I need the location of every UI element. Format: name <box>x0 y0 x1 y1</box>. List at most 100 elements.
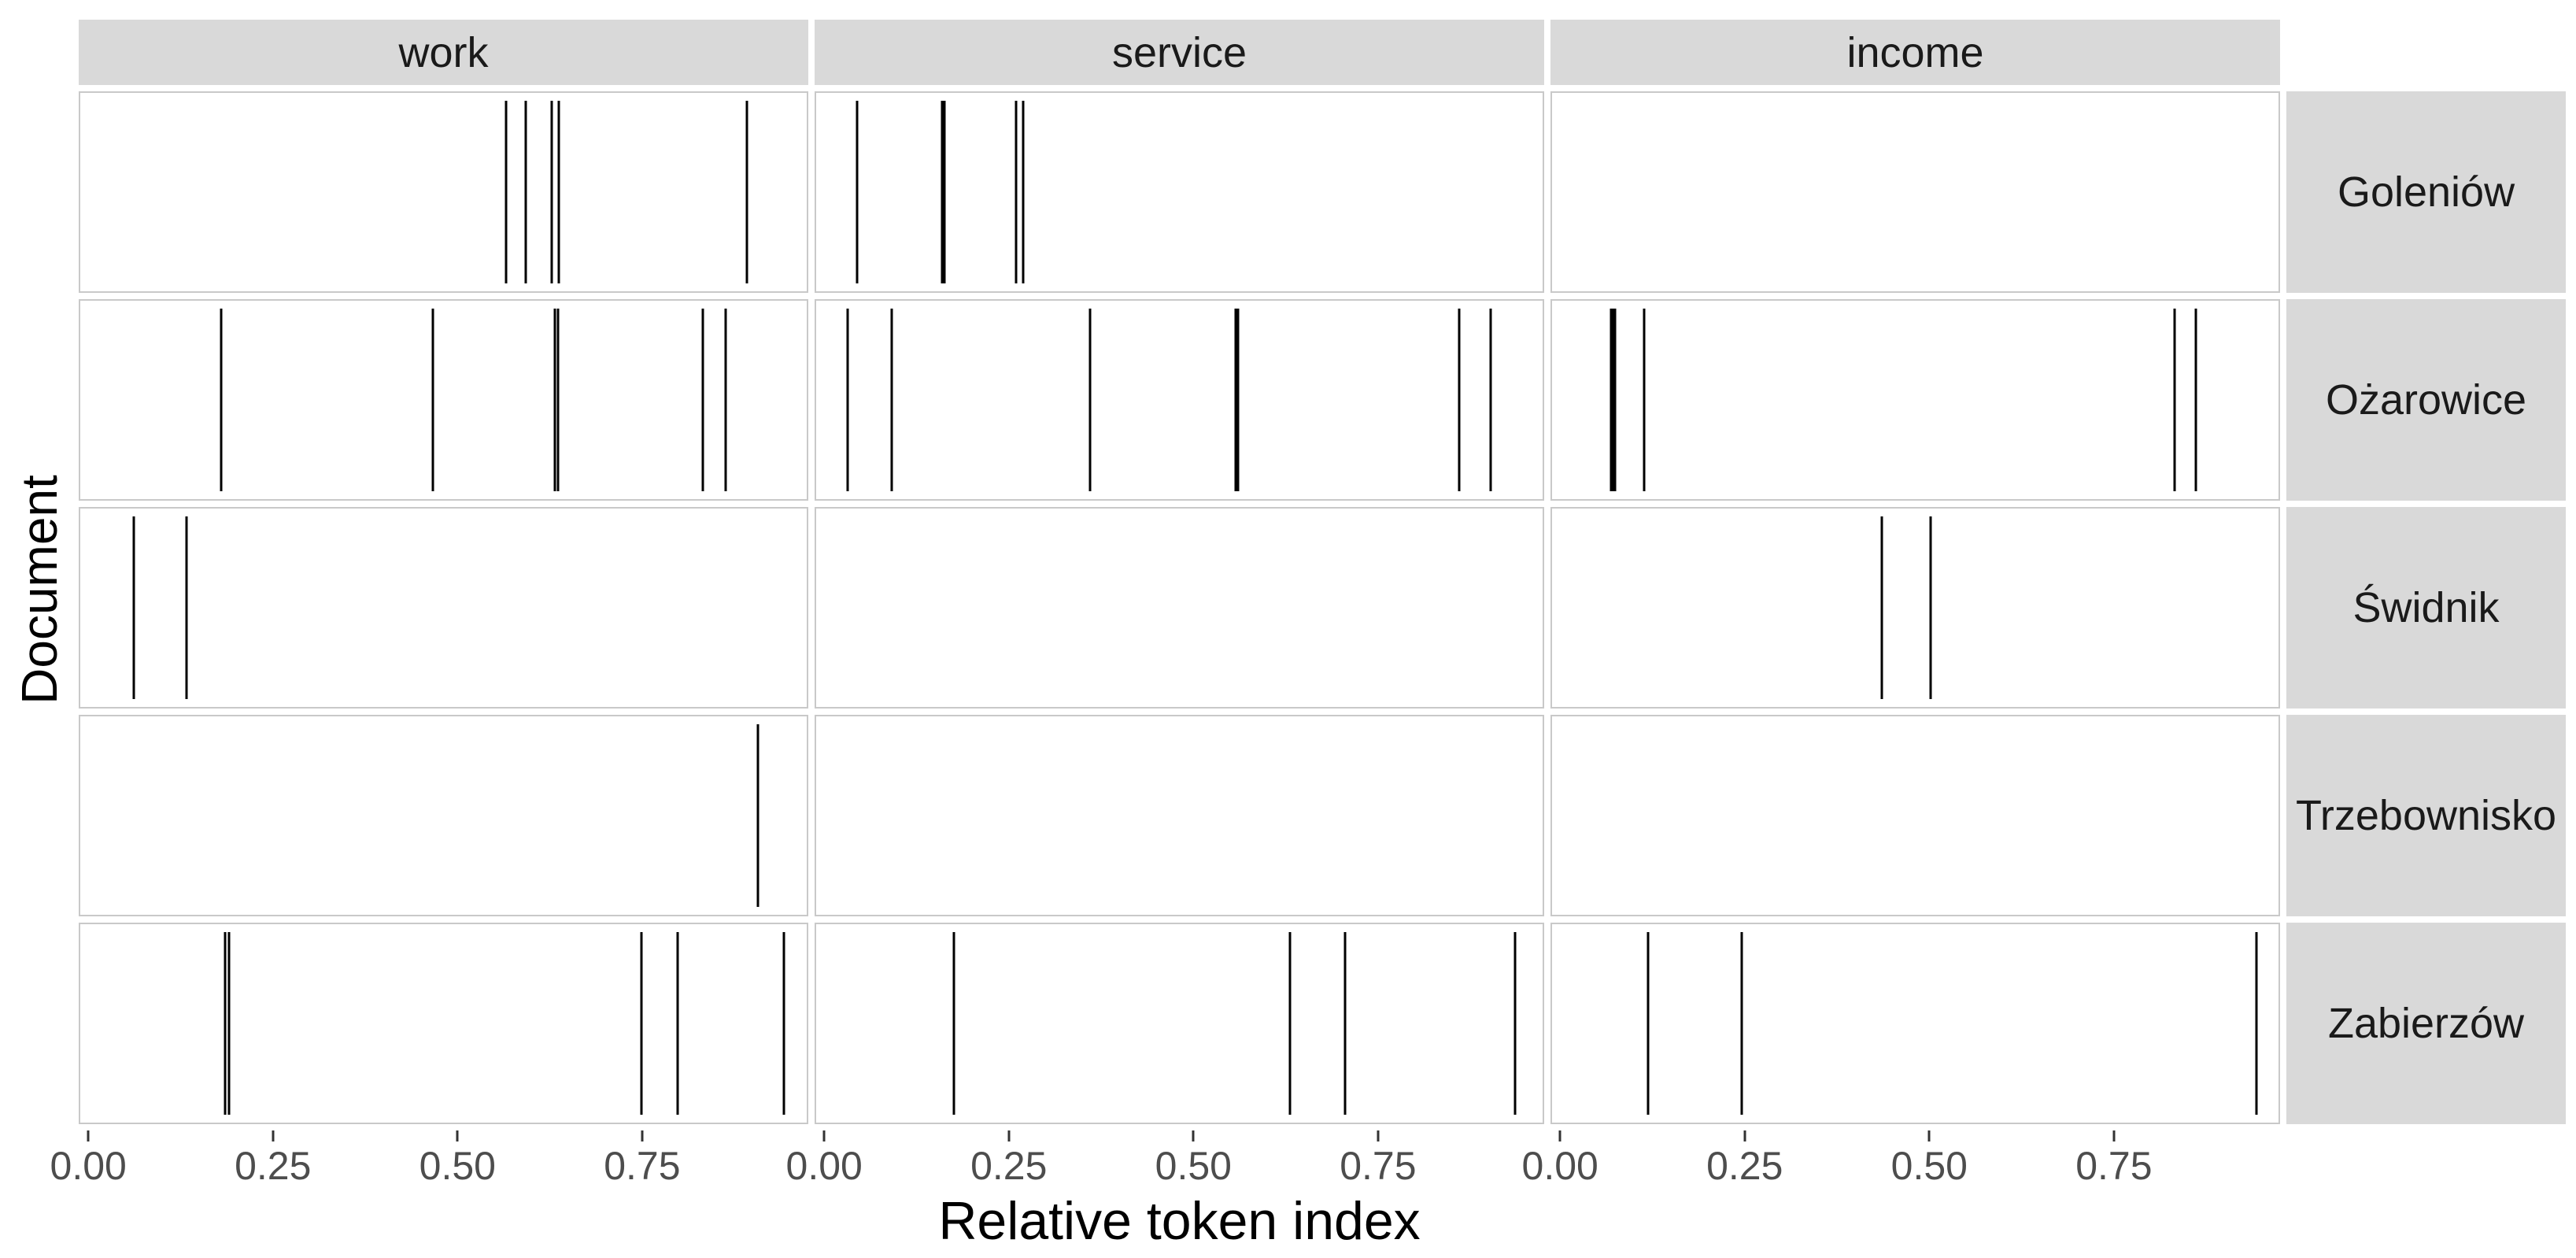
occurrence-line <box>557 101 560 283</box>
facet-panel <box>815 923 1544 1124</box>
occurrence-line <box>431 309 434 491</box>
x-axis: 0.00 0.25 0.50 0.75 <box>786 1130 1544 1188</box>
occurrence-line <box>1513 932 1517 1115</box>
occurrence-line <box>1880 516 1883 699</box>
occurrence-line <box>943 101 946 283</box>
occurrence-line <box>1236 309 1240 491</box>
occurrence-line <box>846 309 849 491</box>
x-axis-tick <box>1377 1130 1380 1141</box>
facet-row-label: Świdnik <box>2286 507 2566 709</box>
occurrence-line <box>952 932 955 1115</box>
occurrence-line <box>856 101 859 283</box>
x-axis-tick <box>1192 1130 1195 1141</box>
facet-panel <box>79 91 808 293</box>
corner-spacer <box>2286 20 2566 85</box>
occurrence-line <box>524 101 527 283</box>
occurrence-line <box>224 932 227 1115</box>
x-axis-tick-label: 0.25 <box>970 1144 1048 1188</box>
axis-spacer <box>2286 1130 2566 1186</box>
x-axis-tick-label: 0.50 <box>419 1144 496 1188</box>
occurrence-line <box>724 309 727 491</box>
occurrence-line <box>1458 309 1460 491</box>
x-axis-tick <box>1558 1130 1561 1141</box>
occurrence-line <box>132 516 135 699</box>
x-axis-tick-label: 0.75 <box>1340 1144 1417 1188</box>
x-axis: 0.00 0.25 0.50 0.75 <box>1522 1130 2280 1188</box>
occurrence-line <box>227 932 231 1115</box>
occurrence-line <box>185 516 188 699</box>
occurrence-line <box>1613 309 1617 491</box>
occurrence-line <box>1022 101 1025 283</box>
facet-panel <box>1550 91 2280 293</box>
x-axis-tick-label: 0.75 <box>2075 1144 2153 1188</box>
occurrence-line <box>701 309 704 491</box>
facet-panel <box>815 91 1544 293</box>
x-axis-tick <box>641 1130 644 1141</box>
occurrence-line <box>1343 932 1347 1115</box>
occurrence-line <box>1646 932 1650 1115</box>
facet-panel <box>79 715 808 916</box>
x-axis-tick-label: 0.25 <box>235 1144 312 1188</box>
x-axis-tick-label: 0.50 <box>1890 1144 1968 1188</box>
facet-panel <box>79 299 808 501</box>
facet-panel <box>815 715 1544 916</box>
occurrence-line <box>640 932 643 1115</box>
y-axis-title: Document <box>11 474 68 705</box>
facet-panel <box>815 299 1544 501</box>
x-axis-tick-label: 0.00 <box>785 1144 863 1188</box>
x-axis-tick <box>1743 1130 1746 1141</box>
facet-row-label: Zabierzów <box>2286 923 2566 1124</box>
x-axis-tick <box>822 1130 826 1141</box>
occurrence-line <box>1288 932 1292 1115</box>
occurrence-line <box>1929 516 1932 699</box>
x-axis-tick <box>1007 1130 1011 1141</box>
occurrence-line <box>1643 309 1646 491</box>
facet-panel <box>1550 507 2280 709</box>
occurrence-line <box>890 309 893 491</box>
occurrence-line <box>553 309 556 491</box>
occurrence-line <box>1234 309 1236 491</box>
facet-panel <box>1550 715 2280 916</box>
occurrence-line <box>2173 309 2176 491</box>
x-axis-tick <box>2112 1130 2116 1141</box>
occurrence-line <box>941 101 944 283</box>
facet-column-header-income: income <box>1550 20 2280 85</box>
occurrence-line <box>220 309 223 491</box>
facet-column-header-work: work <box>79 20 808 85</box>
y-axis-title-area: Document <box>0 20 79 1258</box>
facet-panel <box>79 923 808 1124</box>
x-axis-title: Relative token index <box>938 1191 1421 1251</box>
occurrence-line <box>1088 309 1092 491</box>
x-axis-tick <box>456 1130 459 1141</box>
x-axis-tick <box>1927 1130 1931 1141</box>
occurrence-line <box>2255 932 2258 1115</box>
facet-column-header-service: service <box>815 20 1544 85</box>
x-axis-title-row: Relative token index <box>79 1190 2566 1252</box>
occurrence-line <box>2194 309 2197 491</box>
facet-grid: work service income Goleniów Ożarowice Świdni… <box>50 20 2566 1188</box>
x-axis-tick-label: 0.75 <box>604 1144 681 1188</box>
x-axis-tick-label: 0.50 <box>1155 1144 1232 1188</box>
x-axis-tick-label: 0.00 <box>50 1144 127 1188</box>
facet-panel <box>815 507 1544 709</box>
x-axis-tick <box>87 1130 90 1141</box>
occurrence-line <box>676 932 679 1115</box>
facet-panel <box>1550 923 2280 1124</box>
occurrence-line <box>745 101 748 283</box>
x-axis: 0.00 0.25 0.50 0.75 <box>50 1130 808 1188</box>
facet-row-label: Trzebownisko <box>2286 715 2566 916</box>
occurrence-line <box>1740 932 1743 1115</box>
occurrence-line <box>1489 309 1492 491</box>
occurrence-line <box>782 932 785 1115</box>
facet-row-label: Goleniów <box>2286 91 2566 293</box>
occurrence-line <box>504 101 508 283</box>
facet-row-label: Ożarowice <box>2286 299 2566 501</box>
x-axis-tick-label: 0.00 <box>1521 1144 1598 1188</box>
occurrence-line <box>556 309 560 491</box>
occurrence-line <box>1015 101 1018 283</box>
occurrence-line <box>1610 309 1613 491</box>
x-axis-tick-label: 0.25 <box>1706 1144 1783 1188</box>
facet-panel <box>1550 299 2280 501</box>
x-axis-tick <box>272 1130 275 1141</box>
